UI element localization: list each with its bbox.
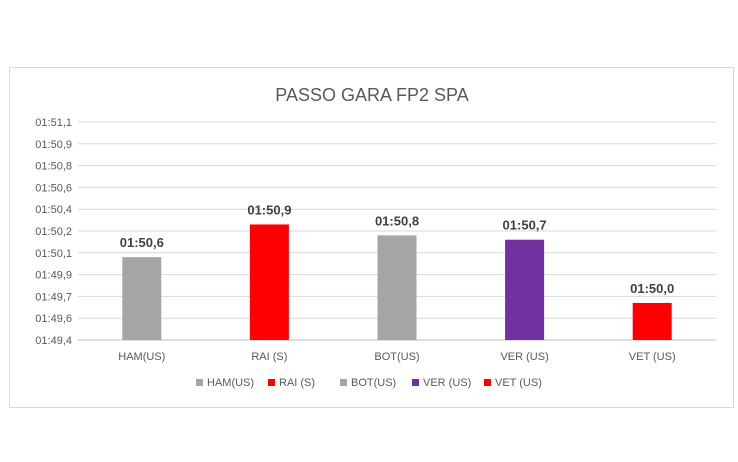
- data-label: 01:50,6: [120, 235, 164, 250]
- bar: [122, 257, 162, 340]
- y-tick-label: 01:50,2: [35, 226, 72, 238]
- legend-swatch: [484, 379, 491, 386]
- legend-label: BOT(US): [351, 377, 396, 389]
- bar: [377, 235, 417, 340]
- data-label: 01:50,8: [375, 213, 419, 228]
- bars: [122, 224, 672, 340]
- legend-label: VET (US): [495, 377, 542, 389]
- bar-chart: PASSO GARA FP2 SPA 01:49,4 01:49,6 01:49,7…: [35, 85, 716, 389]
- x-category-label: RAI (S): [251, 351, 287, 363]
- x-category-label: BOT(US): [374, 351, 419, 363]
- legend-swatch: [340, 379, 347, 386]
- y-tick-label: 01:50,4: [35, 204, 72, 216]
- bar: [632, 302, 672, 340]
- legend-swatch: [196, 379, 203, 386]
- legend-swatch: [268, 379, 275, 386]
- y-tick-label: 01:49,4: [35, 335, 72, 347]
- data-label: 01:50,9: [247, 202, 291, 217]
- bar: [249, 224, 289, 340]
- legend-label: RAI (S): [279, 377, 315, 389]
- y-tick-label: 01:49,6: [35, 313, 72, 325]
- legend: HAM(US) RAI (S) BOT(US) VER (US) VET (US): [196, 377, 542, 389]
- legend-label: VER (US): [423, 377, 471, 389]
- y-tick-label: 01:50,1: [35, 248, 72, 260]
- y-tick-label: 01:49,7: [35, 291, 72, 303]
- y-tick-label: 01:50,8: [35, 161, 72, 173]
- y-tick-label: 01:49,9: [35, 270, 72, 282]
- chart-title: PASSO GARA FP2 SPA: [275, 85, 468, 105]
- y-tick-label: 01:50,9: [35, 139, 72, 151]
- data-labels: 01:50,6 01:50,9 01:50,8 01:50,7 01:50,0: [120, 202, 674, 295]
- legend-swatch: [412, 379, 419, 386]
- data-label: 01:50,0: [630, 281, 674, 296]
- data-label: 01:50,7: [503, 218, 547, 233]
- x-category-label: HAM(US): [118, 351, 165, 363]
- x-category-label: VET (US): [629, 351, 676, 363]
- y-tick-label: 01:50,6: [35, 182, 72, 194]
- y-tick-label: 01:51,1: [35, 117, 72, 129]
- chart-area: PASSO GARA FP2 SPA 01:49,4 01:49,6 01:49,7…: [9, 67, 734, 408]
- legend-label: HAM(US): [207, 377, 254, 389]
- y-axis-ticks: 01:49,4 01:49,6 01:49,7 01:49,9 01:50,1 01:50…: [35, 117, 72, 347]
- bar: [505, 239, 545, 340]
- x-category-label: VER (US): [500, 351, 548, 363]
- x-axis-categories: HAM(US) RAI (S) BOT(US) VER (US) VET (US): [118, 351, 675, 363]
